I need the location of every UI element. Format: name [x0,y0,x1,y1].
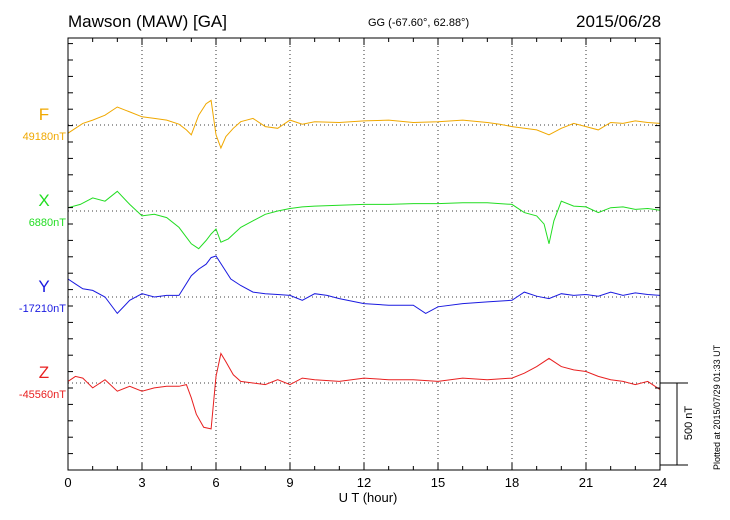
axes: 0 3 6 9 12 15 18 21 24 [64,37,667,490]
plotted-timestamp: Plotted at 2015/07/29 01:33 UT [712,344,722,470]
x-tick-label: 3 [138,475,145,490]
series-lines [67,99,661,430]
series-name-y: Y [38,277,49,296]
scale-bar: 500 nT [660,382,695,466]
series-baseline-f: 49180nT [23,131,67,143]
series-name-f: F [39,105,49,124]
series-labels: F 49180nT X 6880nT Y -17210nT Z -45560nT [19,105,66,401]
series-baseline-x: 6880nT [29,217,67,229]
geo-coordinates: GG (-67.60°, 62.88°) [368,17,470,29]
series-line-x [67,190,661,250]
x-tick-label: 18 [505,475,519,490]
series-name-x: X [38,191,49,210]
series-line-y [67,255,661,315]
series-baseline-z: -45560nT [19,389,66,401]
x-tick-label: 24 [653,475,667,490]
x-tick-label: 9 [286,475,293,490]
grid-lines [68,38,660,470]
series-name-z: Z [39,363,49,382]
series-baseline-y: -17210nT [19,303,66,315]
x-tick-label: 15 [431,475,445,490]
x-tick-label: 0 [64,475,71,490]
station-title: Mawson (MAW) [GA] [68,12,227,31]
x-tick-label: 21 [579,475,593,490]
x-tick-label: 6 [212,475,219,490]
scale-bar-label: 500 nT [683,406,695,441]
plot-date: 2015/06/28 [576,12,662,31]
x-axis-label: U T (hour) [339,490,398,505]
series-line-f [67,99,661,150]
x-tick-label: 12 [357,475,371,490]
series-line-z [67,352,661,430]
